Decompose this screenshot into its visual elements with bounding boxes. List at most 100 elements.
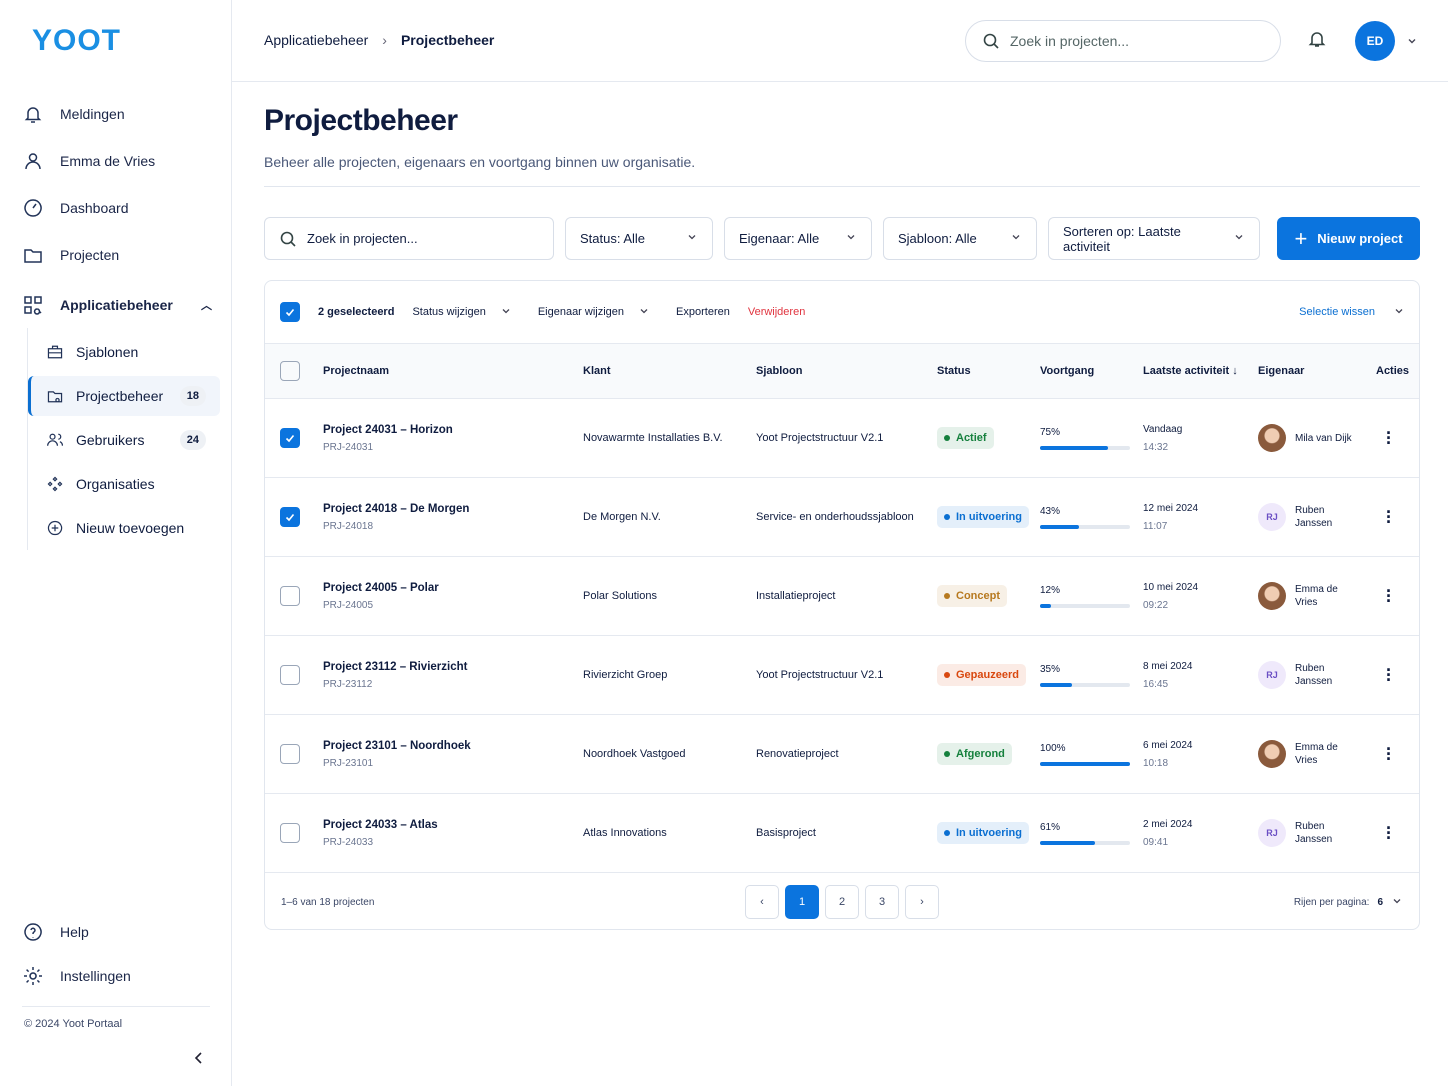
progress-cell: 43% [1040,506,1143,529]
next-page[interactable]: › [905,885,939,919]
progress-label: 35% [1040,663,1061,675]
row-checkbox[interactable] [280,665,300,685]
header-checkbox[interactable] [280,361,300,381]
filter-dropdown[interactable]: Eigenaar: Alle [724,217,872,260]
toolbar-search[interactable]: Zoek in projecten... [264,217,554,260]
project-cell: Project 24005 – Polar PRJ-24005 [323,582,583,611]
rows-per-page-label: Rijen per pagina: [1293,896,1370,908]
nav-label: Organisaties [76,476,155,492]
progress-label: 43% [1040,505,1061,517]
user-menu-chevron[interactable] [1406,35,1418,47]
page-button[interactable]: 2 [825,885,859,919]
filter-label: Sjabloon: Alle [898,231,977,246]
copyright: © 2024 Yoot Portaal [24,1018,123,1030]
row-checkbox[interactable] [280,507,300,527]
nav-item[interactable]: Projecten [22,237,119,273]
client: Polar Solutions [583,590,657,602]
nav-label: Sjablonen [76,344,139,360]
page-button[interactable]: 1 [785,885,819,919]
row-menu[interactable]: · · · [1386,738,1392,769]
status-cell: Concept [937,585,1040,607]
progress-track [1040,761,1130,766]
column-header[interactable]: Acties [1376,365,1410,377]
new-project-button[interactable]: + Nieuw project [1277,217,1420,260]
check [285,513,295,522]
sub-nav-item[interactable]: Sjablonen [28,332,220,372]
chevron [640,308,648,313]
bulk-action-bar: 2 geselecteerd Status wijzigen Eigenaar wi… [265,281,1419,344]
activity-date: 10 mei 2024 [1143,581,1199,593]
icon [24,923,42,941]
bulk-action[interactable]: Exporteren [676,306,730,318]
row-checkbox[interactable] [280,428,300,448]
sub-nav-item[interactable]: Nieuw toevoegen [28,508,220,548]
row-menu[interactable]: · · · [1386,659,1392,690]
select-all-checkbox[interactable] [280,302,300,322]
column-header[interactable]: Projectnaam [323,365,390,377]
owner-avatar: RJ [1258,503,1286,531]
page-button[interactable]: 3 [865,885,899,919]
collapse-button[interactable] [192,1051,206,1065]
rows-per-page[interactable]: 6 [1377,896,1383,908]
status-chip: Concept [937,585,1007,607]
nav-item[interactable]: Emma de Vries [22,143,155,179]
table-row[interactable]: Project 23112 – Rivierzicht PRJ-23112 Rivi… [265,636,1419,715]
column-header[interactable]: Status [937,365,971,377]
owner-photo [1258,740,1286,768]
bulk-action[interactable]: Status wijzigen [412,306,486,318]
bell-icon[interactable] [1308,30,1326,48]
row-checkbox[interactable] [280,744,300,764]
client: De Morgen N.V. [583,511,661,523]
nav-item[interactable]: Instellingen [22,958,131,994]
progress-track [1040,682,1130,687]
sub-nav-item[interactable]: Gebruikers 24 [28,420,220,460]
logo: YOOT [32,24,122,57]
status-chip: Actief [937,427,994,449]
progress-track [1040,524,1130,529]
table-row[interactable]: Project 24018 – De Morgen PRJ-24018 De Mor… [265,478,1419,557]
sub-nav-item[interactable]: Organisaties [28,464,220,504]
filter-dropdown[interactable]: Sjabloon: Alle [883,217,1037,260]
row-menu[interactable]: · · · [1386,422,1392,453]
prev-page[interactable]: ‹ [745,885,779,919]
sub-nav-item[interactable]: Projectbeheer 18 [28,376,220,416]
table-row[interactable]: Project 24033 – Atlas PRJ-24033 Atlas Inno… [265,794,1419,873]
row-checkbox[interactable] [280,586,300,606]
status-label: Afgerond [956,748,1005,760]
filter-dropdown[interactable]: Status: Alle [565,217,713,260]
filter-dropdown[interactable]: Sorteren op: Laatste activiteit [1048,217,1260,260]
column-header[interactable]: Klant [583,365,611,377]
bulk-action[interactable]: Eigenaar wijzigen [537,306,625,318]
nav-section[interactable]: Applicatiebeheer ︿ [22,287,212,323]
nav-item[interactable]: Meldingen [22,96,125,132]
table-row[interactable]: Project 24031 – Horizon PRJ-24031 Novawarm… [265,399,1419,478]
row-menu[interactable]: · · · [1386,817,1392,848]
column-header[interactable]: Eigenaar [1258,365,1305,377]
nav-label: Dashboard [60,200,129,216]
table-row[interactable]: Project 23101 – Noordhoek PRJ-23101 Noordh… [265,715,1419,794]
column-header[interactable]: Laatste activiteit ↓ [1143,365,1238,377]
row-menu[interactable]: · · · [1386,501,1392,532]
bulk-action[interactable]: Verwijderen [747,306,806,318]
progress-cell: 75% [1040,427,1143,450]
nav-item[interactable]: Dashboard [22,190,129,226]
row-menu[interactable]: · · · [1386,580,1392,611]
column-header[interactable]: Voortgang [1040,365,1095,377]
row-checkbox[interactable] [280,823,300,843]
column-header[interactable]: Sjabloon [756,365,803,377]
status-dot [944,514,950,520]
chevron: ︿ [201,300,212,312]
client: Novawarmte Installaties B.V. [583,432,723,444]
nav-item[interactable]: Help [22,914,89,950]
project-name: Project 24005 – Polar [323,581,439,594]
user-avatar[interactable]: ED [1355,21,1395,61]
header-search[interactable]: Zoek in projecten... [965,20,1281,62]
owner-cell: Emma de Vries [1258,582,1376,610]
nav-label: Projectbeheer [76,388,164,404]
status-chip: In uitvoering [937,822,1029,844]
divider [22,1006,210,1007]
table-row[interactable]: Project 24005 – Polar PRJ-24005 Polar Solu… [265,557,1419,636]
breadcrumb-link[interactable]: Applicatiebeheer [264,32,369,48]
clear-selection[interactable]: Selectie wissen [1299,306,1375,318]
status-chip: In uitvoering [937,506,1029,528]
